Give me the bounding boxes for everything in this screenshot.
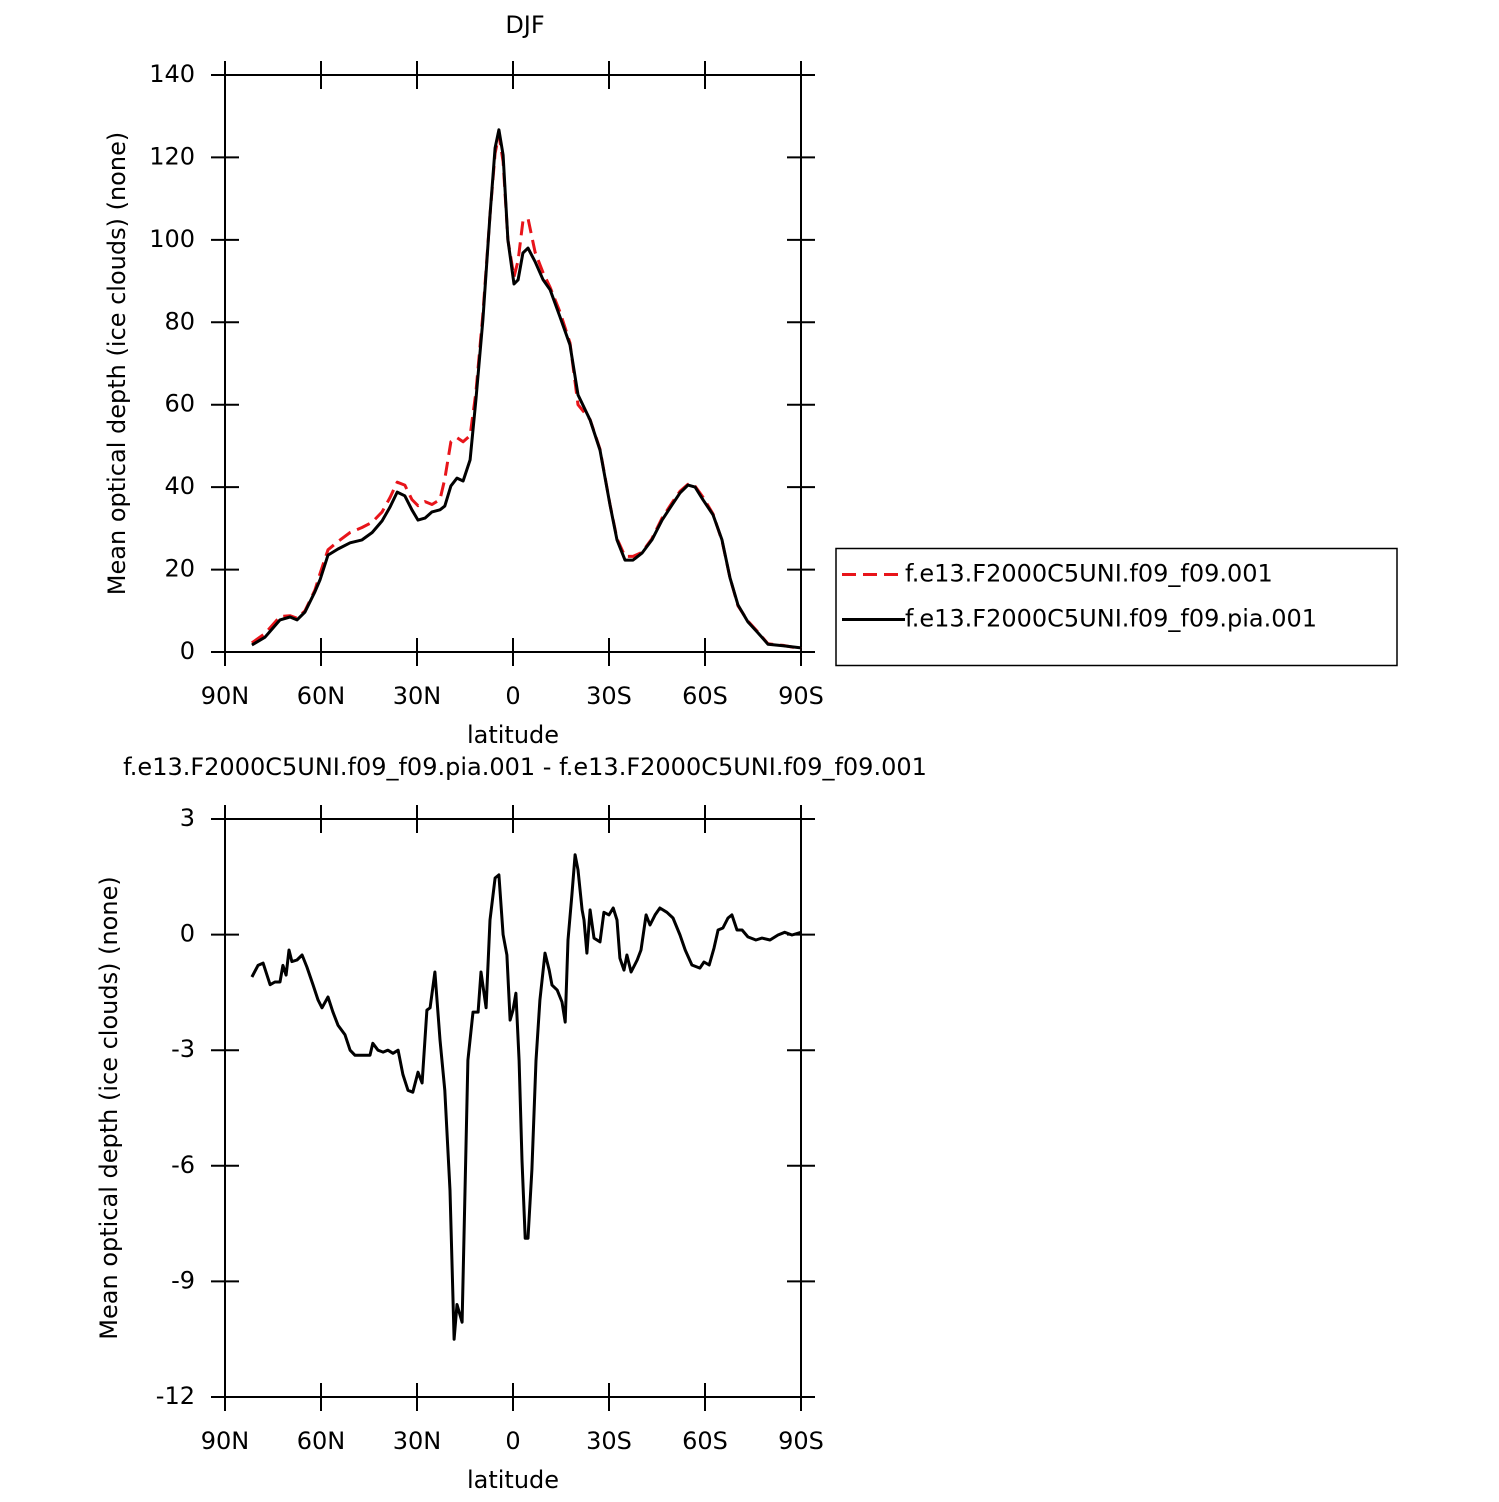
chart-title: f.e13.F2000C5UNI.f09_f09.pia.001 - f.e13… [123, 753, 927, 781]
y-tick-label: 100 [149, 225, 195, 253]
x-tick-label: 30S [586, 682, 632, 710]
y-tick-label: 0 [180, 920, 195, 948]
x-tick-label: 90N [201, 1427, 250, 1455]
x-tick-label: 90S [778, 1427, 824, 1455]
plot-frame [224, 74, 802, 653]
legend-label: f.e13.F2000C5UNI.f09_f09.pia.001 [905, 605, 1317, 633]
legend-label: f.e13.F2000C5UNI.f09_f09.001 [905, 560, 1273, 588]
y-tick-label: 40 [164, 472, 195, 500]
x-tick-label: 90S [778, 682, 824, 710]
data-line [251, 128, 802, 650]
x-tick-label: 0 [505, 682, 520, 710]
x-axis-label: latitude [467, 1466, 559, 1494]
y-tick-label: -6 [171, 1151, 195, 1179]
y-tick-label: 3 [180, 804, 195, 832]
y-tick-label: -12 [156, 1382, 195, 1410]
x-tick-label: 30S [586, 1427, 632, 1455]
chart-title: DJF [505, 11, 544, 39]
data-line [250, 853, 802, 1341]
x-tick-label: 30N [393, 1427, 442, 1455]
x-tick-label: 60N [297, 1427, 346, 1455]
x-tick-label: 60N [297, 682, 346, 710]
y-tick-label: 120 [149, 142, 195, 170]
y-axis-label: Mean optical depth (ice clouds) (none) [95, 876, 123, 1339]
x-tick-label: 60S [682, 682, 728, 710]
y-axis-label: Mean optical depth (ice clouds) (none) [103, 132, 131, 595]
y-tick-label: 80 [164, 307, 195, 335]
x-tick-label: 60S [682, 1427, 728, 1455]
y-tick-label: -3 [171, 1035, 195, 1063]
plot-frame [224, 818, 802, 1398]
x-axis-label: latitude [467, 721, 559, 749]
legend-box [835, 547, 1398, 667]
x-tick-label: 30N [393, 682, 442, 710]
y-tick-label: 20 [164, 555, 195, 583]
y-tick-label: 60 [164, 390, 195, 418]
data-line [251, 133, 802, 651]
x-tick-label: 0 [505, 1427, 520, 1455]
y-tick-label: 140 [149, 60, 195, 88]
x-tick-label: 90N [201, 682, 250, 710]
y-tick-label: -9 [171, 1266, 195, 1294]
y-tick-label: 0 [180, 637, 195, 665]
